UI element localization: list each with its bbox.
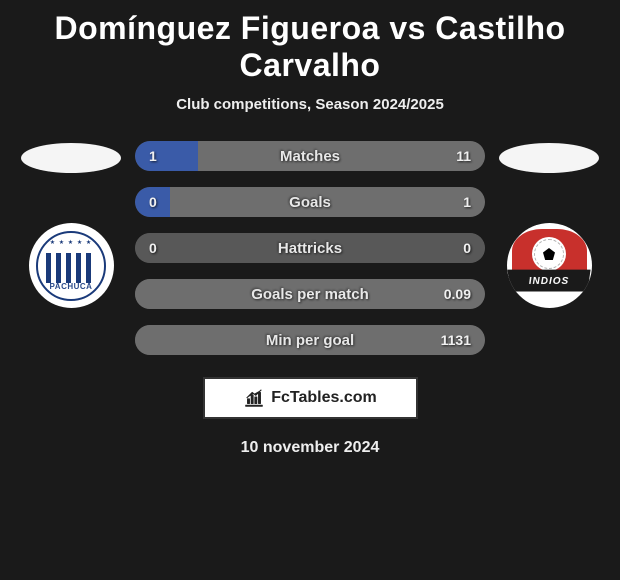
stat-bar: Hattricks00 [135,233,485,263]
subtitle: Club competitions, Season 2024/2025 [176,96,444,113]
right-player-placeholder [499,143,599,173]
bar-value-left: 0 [149,194,157,210]
bar-fill-right [135,325,485,355]
stat-bars: Matches111Goals01Hattricks00Goals per ma… [135,141,485,355]
bar-fill-right [310,233,485,263]
bar-fill-right [135,279,485,309]
right-club-name: INDIOS [507,270,590,292]
bar-value-right: 11 [456,148,471,164]
page-title: Domínguez Figueroa vs Castilho Carvalho [0,10,620,84]
badge-stripes-icon [46,253,96,283]
right-club-arc: CLUB DE FUTBOL [524,225,575,231]
bar-fill-right [170,187,485,217]
stat-bar: Matches111 [135,141,485,171]
date-label: 10 november 2024 [241,439,380,457]
comparison-row: ★ ★ ★ ★ ★ PACHUCA Matches111Goals01Hattr… [0,141,620,355]
bar-value-right: 0.09 [444,286,471,302]
comparison-infographic: Domínguez Figueroa vs Castilho Carvalho … [0,0,620,467]
bar-value-right: 1131 [441,332,471,348]
chart-icon [243,387,265,409]
stat-bar: Goals per match0.09 [135,279,485,309]
left-club-badge: ★ ★ ★ ★ ★ PACHUCA [29,223,114,308]
bar-value-left: 1 [149,148,157,164]
badge-stars-icon: ★ ★ ★ ★ ★ [50,239,93,246]
soccer-ball-icon [532,237,566,271]
bar-fill-right [198,141,485,171]
left-player-placeholder [21,143,121,173]
stat-bar: Goals01 [135,187,485,217]
stat-bar: Min per goal1131 [135,325,485,355]
watermark-text: FcTables.com [271,389,377,407]
bar-fill-left [135,233,310,263]
bar-value-right: 1 [463,194,471,210]
left-column: ★ ★ ★ ★ ★ PACHUCA [21,141,121,308]
bar-value-right: 0 [463,240,471,256]
left-club-name: PACHUCA [50,282,93,291]
bar-value-left: 0 [149,240,157,256]
watermark-badge: FcTables.com [203,377,418,419]
right-column: CLUB DE FUTBOL INDIOS [499,141,599,308]
bar-fill-left [135,141,198,171]
right-club-badge: CLUB DE FUTBOL INDIOS [507,223,592,308]
